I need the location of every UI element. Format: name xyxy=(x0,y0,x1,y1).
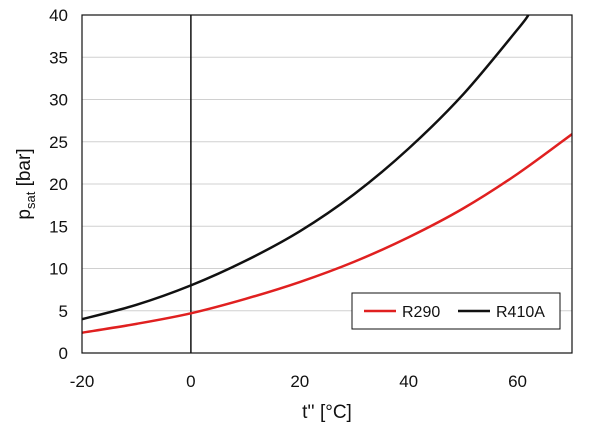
y-tick-label: 20 xyxy=(49,175,68,194)
y-tick-label: 35 xyxy=(49,48,68,67)
plot-frame xyxy=(81,14,573,354)
y-tick-label: 25 xyxy=(49,133,68,152)
x-tick-label: 20 xyxy=(290,372,309,391)
y-tick-label: 0 xyxy=(59,344,68,363)
x-tick-label: 40 xyxy=(399,372,418,391)
x-tick-label: 0 xyxy=(186,372,195,391)
legend-label-r410a: R410A xyxy=(496,304,545,321)
x-tick-label: 60 xyxy=(508,372,527,391)
series-line-r290 xyxy=(82,133,572,334)
x-axis-label: t'' [°C] xyxy=(302,402,352,423)
x-tick-label: -20 xyxy=(70,372,95,391)
legend-label-r290: R290 xyxy=(402,304,440,321)
y-axis-label-sub: sat xyxy=(23,191,38,209)
legend: R290 R410A xyxy=(351,292,561,330)
y-tick-label: 10 xyxy=(49,260,68,279)
y-tick-label: 30 xyxy=(49,91,68,110)
y-tick-label: 40 xyxy=(49,6,68,25)
y-tick-labels: 0 5 10 15 20 25 30 35 40 xyxy=(49,6,68,363)
y-axis-label-main: p xyxy=(14,209,35,220)
y-axis-label: psat [bar] xyxy=(14,148,38,219)
x-tick-labels: -20 0 20 40 60 xyxy=(70,372,527,391)
y-tick-label: 5 xyxy=(59,302,68,321)
y-axis-label-unit: [bar] xyxy=(14,148,35,191)
series-line-r410a xyxy=(82,15,530,321)
series-lines xyxy=(82,15,572,334)
y-tick-label: 15 xyxy=(49,217,68,236)
